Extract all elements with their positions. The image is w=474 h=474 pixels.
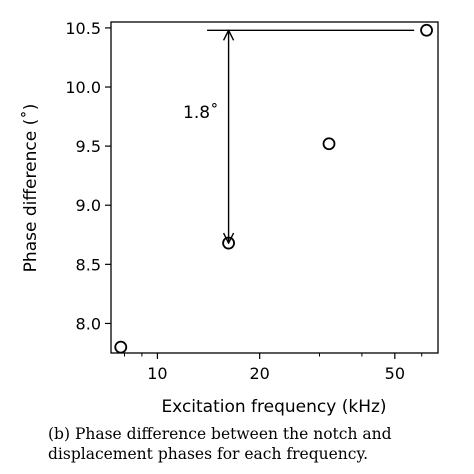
figure-caption: (b) Phase difference between the notch a… bbox=[48, 424, 468, 464]
data-point bbox=[222, 236, 235, 250]
y-tick-label: 9.0 bbox=[76, 196, 101, 215]
y-tick-label: 8.5 bbox=[76, 255, 101, 274]
data-layer bbox=[114, 23, 433, 354]
y-axis-label: Phase difference (˚) bbox=[20, 104, 41, 273]
data-point bbox=[420, 23, 433, 37]
x-tick-label: 10 bbox=[147, 364, 167, 383]
difference-label: 1.8˚ bbox=[183, 102, 219, 123]
data-point bbox=[322, 137, 336, 151]
caption-line-2: displacement phases for each frequency. bbox=[48, 445, 369, 463]
y-tick-label: 8.0 bbox=[76, 314, 101, 333]
x-tick-label: 20 bbox=[249, 364, 269, 383]
caption-line-1: (b) Phase difference between the notch a… bbox=[48, 425, 392, 443]
y-tick-label: 10.0 bbox=[65, 78, 101, 97]
y-tick-label: 10.5 bbox=[65, 19, 101, 38]
y-tick-label: 9.5 bbox=[76, 137, 101, 156]
x-axis: 10 20 50 bbox=[124, 353, 423, 383]
data-point bbox=[114, 340, 128, 354]
annotation-layer: 1.8˚ bbox=[183, 30, 415, 243]
plot-frame bbox=[110, 21, 439, 354]
y-axis: 8.0 8.5 9.0 9.5 10.0 10.5 bbox=[65, 19, 111, 333]
x-tick-label: 50 bbox=[385, 364, 405, 383]
x-axis-label: Excitation frequency (kHz) bbox=[161, 397, 386, 417]
